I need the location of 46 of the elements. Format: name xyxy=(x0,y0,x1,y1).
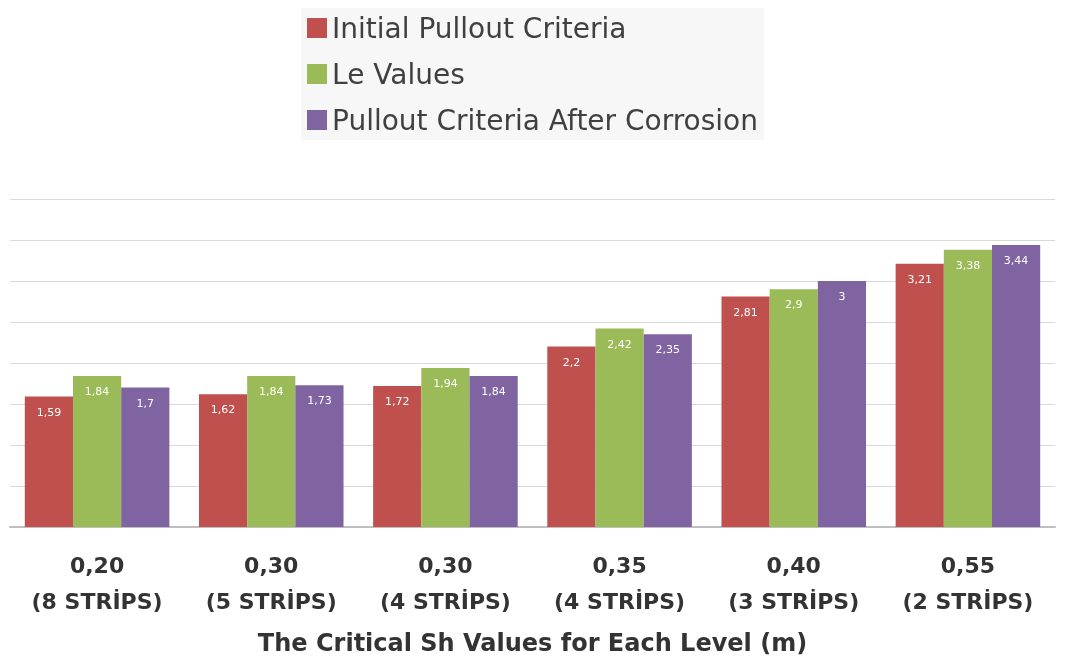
bar xyxy=(547,346,596,527)
data-label: 1,84 xyxy=(481,385,506,399)
x-tick-label: 0,55 (2 STRİPS) xyxy=(902,552,1034,614)
bar xyxy=(895,263,944,527)
bar xyxy=(421,367,470,527)
data-label: 1,94 xyxy=(433,376,458,390)
data-label: 1,59 xyxy=(36,405,62,419)
bar xyxy=(373,385,422,527)
data-label: 3,44 xyxy=(1003,253,1029,267)
data-label: 1,84 xyxy=(84,385,110,399)
data-label: 3,38 xyxy=(955,258,981,272)
bar xyxy=(295,385,344,527)
x-axis-title: The Critical Sh Values for Each Level (m) xyxy=(257,629,808,657)
data-label: 2,81 xyxy=(733,305,758,319)
x-tick-label: 0,30 (5 STRİPS) xyxy=(205,552,337,614)
data-label: 2,9 xyxy=(785,298,803,312)
bar xyxy=(943,249,993,527)
data-label: 1,84 xyxy=(259,385,284,399)
legend-label: Pullout Criteria After Corrosion xyxy=(332,103,758,137)
data-label: 3 xyxy=(838,290,846,303)
x-tick-label: 0,20 (8 STRİPS) xyxy=(31,552,163,614)
data-label: 2,2 xyxy=(562,355,581,369)
x-tick-label: 0,30 (4 STRİPS) xyxy=(379,552,511,614)
bar xyxy=(72,376,122,527)
bar xyxy=(769,289,818,527)
bar xyxy=(469,376,518,527)
data-label: 3,21 xyxy=(907,272,932,286)
data-label: 2,42 xyxy=(607,337,632,351)
data-label: 1,7 xyxy=(136,396,155,410)
bar xyxy=(595,328,644,527)
bar xyxy=(643,334,692,527)
bar xyxy=(121,387,170,527)
data-label: 2,35 xyxy=(655,343,681,357)
bar xyxy=(198,394,248,527)
bar xyxy=(24,396,73,527)
data-label: 1,73 xyxy=(307,394,332,408)
legend-label: Initial Pullout Criteria xyxy=(332,11,627,45)
x-tick-label: 0,35 (4 STRİPS) xyxy=(554,552,686,614)
bar xyxy=(992,244,1041,527)
bar xyxy=(817,281,867,527)
bar xyxy=(247,376,296,527)
data-label: 1,62 xyxy=(210,403,236,417)
x-tick-label: 0,40 (3 STRİPS) xyxy=(728,552,860,614)
legend-label: Le Values xyxy=(332,57,465,91)
bar xyxy=(721,296,770,527)
data-label: 1,72 xyxy=(384,394,410,408)
